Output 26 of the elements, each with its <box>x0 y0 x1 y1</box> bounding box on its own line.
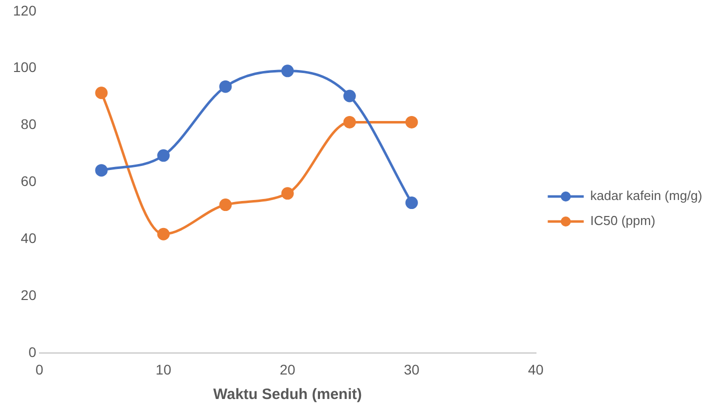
point <box>405 196 418 210</box>
y-tick-label: 80 <box>20 116 37 132</box>
y-tick-label: 40 <box>20 230 37 246</box>
y-tick-label: 120 <box>13 2 37 18</box>
x-tick-label: 40 <box>528 361 544 378</box>
point <box>281 187 294 200</box>
point <box>219 198 232 212</box>
point <box>405 116 418 128</box>
x-tick-label: 20 <box>280 361 296 378</box>
point <box>281 64 294 78</box>
point <box>219 80 232 93</box>
legend-label: kadar kafein (mg/g) <box>590 188 702 204</box>
x-tick-label: 30 <box>404 361 420 378</box>
point <box>343 90 356 102</box>
point <box>95 164 108 177</box>
y-tick-label: 100 <box>13 59 37 76</box>
point <box>343 116 356 128</box>
point <box>157 149 170 162</box>
x-tick-label: 10 <box>156 361 172 378</box>
x-axis-title: Waktu Seduh (menit) <box>213 386 362 404</box>
y-tick-label: 60 <box>20 173 37 190</box>
legend-label: IC50 (ppm) <box>590 213 656 228</box>
point <box>95 86 108 100</box>
y-tick-label: 0 <box>28 344 37 360</box>
y-tick-label: 20 <box>20 287 37 304</box>
point <box>157 228 170 240</box>
